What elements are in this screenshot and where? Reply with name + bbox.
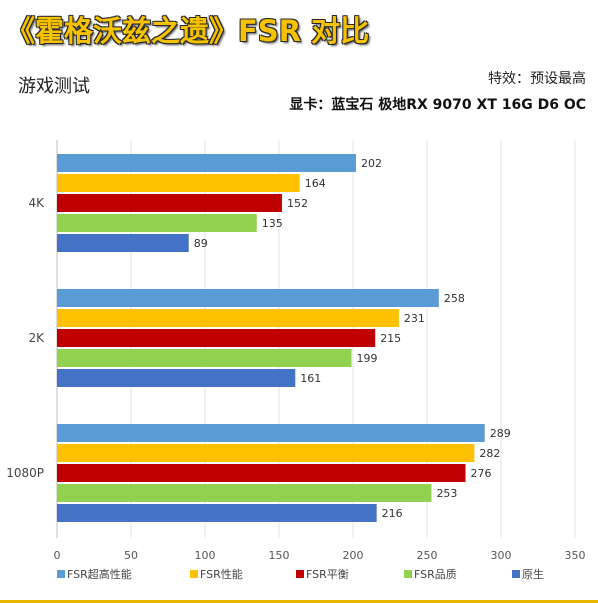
- data-label: 89: [194, 237, 208, 250]
- bar: [57, 424, 485, 442]
- bar: [57, 174, 300, 192]
- data-label: 164: [305, 177, 326, 190]
- data-label: 216: [382, 507, 403, 520]
- data-label: 231: [404, 312, 425, 325]
- bar: [57, 289, 439, 307]
- bar: [57, 194, 282, 212]
- legend-swatch: [404, 570, 412, 578]
- gpu-info: 显卡：蓝宝石 极地RX 9070 XT 16G D6 OC: [289, 97, 586, 113]
- bottom-divider: [0, 600, 598, 603]
- data-label: 258: [444, 292, 465, 305]
- legend-label: 原生: [522, 567, 544, 581]
- bar: [57, 309, 399, 327]
- data-label: 215: [380, 332, 401, 345]
- legend-label: FSR超高性能: [67, 567, 132, 581]
- x-tick-label: 0: [54, 549, 61, 562]
- legend-swatch: [190, 570, 198, 578]
- legend-label: FSR性能: [200, 567, 243, 581]
- bar: [57, 154, 356, 172]
- x-tick-label: 100: [195, 549, 216, 562]
- chart-title: 《霍格沃兹之遗》FSR 对比: [6, 14, 370, 48]
- legend-swatch: [296, 570, 304, 578]
- legend-swatch: [512, 570, 520, 578]
- legend-label: FSR品质: [414, 568, 457, 581]
- category-label: 4K: [28, 196, 45, 210]
- bar: [57, 464, 466, 482]
- legend-swatch: [57, 570, 65, 578]
- bar: [57, 504, 377, 522]
- bar: [57, 234, 189, 252]
- data-label: 276: [470, 467, 491, 480]
- data-label: 152: [287, 197, 308, 210]
- x-tick-label: 300: [491, 549, 512, 562]
- x-tick-label: 50: [124, 549, 138, 562]
- x-tick-label: 200: [343, 549, 364, 562]
- data-label: 253: [436, 487, 457, 500]
- bar: [57, 349, 352, 367]
- data-label: 135: [262, 217, 283, 230]
- x-tick-label: 250: [417, 549, 438, 562]
- x-tick-label: 350: [565, 549, 586, 562]
- x-tick-label: 150: [269, 549, 290, 562]
- data-label: 202: [361, 157, 382, 170]
- data-label: 282: [479, 447, 500, 460]
- effect-setting: 特效：预设最高: [488, 71, 586, 87]
- data-label: 289: [490, 427, 511, 440]
- bar: [57, 369, 296, 387]
- legend-label: FSR平衡: [306, 568, 349, 581]
- bar: [57, 329, 376, 347]
- bar: [57, 484, 432, 502]
- category-label: 1080P: [6, 466, 44, 480]
- data-label: 199: [357, 352, 378, 365]
- chart-subtitle: 游戏测试: [18, 76, 90, 97]
- bar: [57, 214, 257, 232]
- category-label: 2K: [28, 331, 45, 345]
- bar: [57, 444, 475, 462]
- data-label: 161: [300, 372, 321, 385]
